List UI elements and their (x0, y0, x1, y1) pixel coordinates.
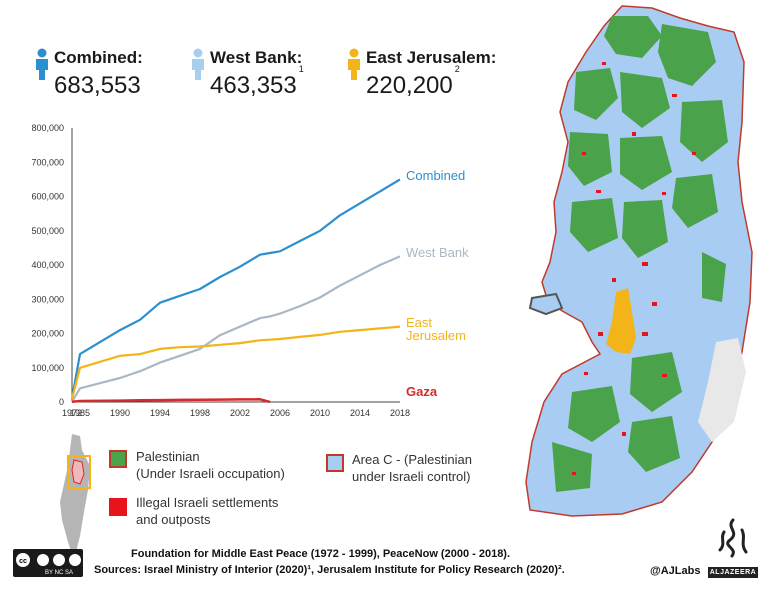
svg-text:cc: cc (19, 558, 27, 565)
series-line-east-jerusalem (70, 325, 401, 400)
y-tick-label: 700,000 (31, 157, 64, 167)
legend-line: under Israeli control) (352, 469, 471, 484)
y-tick-label: 200,000 (31, 329, 64, 339)
y-tick-label: 400,000 (31, 260, 64, 270)
series-label-gaza: Gaza (406, 384, 438, 399)
footnote-marker: 2 (454, 64, 460, 74)
footer-source-line-1: Foundation for Middle East Peace (1972 -… (131, 548, 511, 560)
x-tick-label: 1985 (70, 408, 90, 418)
legend-line: and outposts (136, 512, 211, 527)
y-tick-label: 500,000 (31, 226, 64, 236)
series-line-combined (70, 178, 401, 399)
legend-swatch-palestinian (109, 450, 127, 468)
palestinian-areas (552, 16, 728, 492)
stat-number: 463,353 (210, 72, 297, 99)
locator-map (60, 434, 91, 560)
x-tick-label: 1990 (110, 408, 130, 418)
series-label-east-jerusalem: Jerusalem (406, 328, 466, 343)
person-icon (36, 48, 48, 80)
series-line-gaza (71, 398, 271, 404)
x-tick-label: 1998 (190, 408, 210, 418)
series-label-combined: Combined (406, 168, 465, 183)
stat-value: 463,3531 (210, 64, 304, 100)
legend-label-area-c: Area C - (Palestinian under Israeli cont… (352, 451, 472, 485)
west-bank-map (525, 5, 753, 517)
stat-value: 220,2002 (366, 64, 460, 100)
east-jerusalem-area (606, 288, 636, 354)
population-line-chart: 0 100,000 200,000 300,000 400,000 500,000 600,… (31, 123, 469, 418)
legend-label-settlement: Illegal Israeli settlements and outposts (136, 494, 278, 528)
aljazeera-logo: ALJAZEERA (708, 518, 758, 580)
person-icon (348, 48, 360, 80)
series-line-west-bank (71, 255, 401, 403)
legend-line: Area C - (Palestinian (352, 452, 472, 467)
person-icon (192, 48, 204, 80)
creative-commons-badge: cc BY NC SA (13, 549, 83, 577)
x-tick-label: 2018 (390, 408, 410, 418)
cc-license-text: BY NC SA (45, 570, 73, 576)
y-tick-label: 600,000 (31, 192, 64, 202)
ajlabs-handle: @AJLabs (650, 565, 701, 577)
x-tick-label: 1972 (62, 408, 82, 418)
stat-value: 683,553 (54, 72, 141, 99)
stat-label: Combined: (54, 48, 143, 67)
series-label-east-jerusalem: East (406, 315, 432, 330)
aljazeera-wordmark: ALJAZEERA (708, 567, 758, 578)
footer-source-line-2: Sources: Israel Ministry of Interior (20… (94, 564, 565, 576)
stat-label: East Jerusalem: (366, 48, 497, 67)
x-tick-label: 1994 (150, 408, 170, 418)
legend-label-palestinian: Palestinian (Under Israeli occupation) (136, 448, 285, 482)
x-tick-label: 2010 (310, 408, 330, 418)
legend-line: (Under Israeli occupation) (136, 466, 285, 481)
y-tick-label: 300,000 (31, 294, 64, 304)
aljazeera-calligraphy-icon (718, 518, 748, 558)
x-tick-label: 2014 (350, 408, 370, 418)
sea-area (528, 292, 564, 316)
x-tick-label: 2002 (230, 408, 250, 418)
legend-swatch-settlement (109, 498, 127, 516)
legend-line: Illegal Israeli settlements (136, 495, 279, 510)
x-tick-label: 2006 (270, 408, 290, 418)
y-tick-label: 0 (59, 397, 64, 407)
legend-swatch-area-c (326, 454, 344, 472)
stat-label: West Bank: (210, 48, 303, 67)
legend-line: Palestinian (136, 449, 200, 464)
y-tick-label: 100,000 (31, 363, 64, 373)
y-tick-label: 800,000 (31, 123, 64, 133)
settlement-dots (572, 62, 696, 475)
footnote-marker: 1 (298, 64, 304, 74)
y-axis: 0 100,000 200,000 300,000 400,000 500,000 600,… (31, 123, 64, 407)
series-lines (70, 178, 401, 404)
dead-sea-area (698, 338, 746, 442)
stat-number: 220,200 (366, 72, 453, 99)
series-label-west-bank: West Bank (406, 245, 469, 260)
